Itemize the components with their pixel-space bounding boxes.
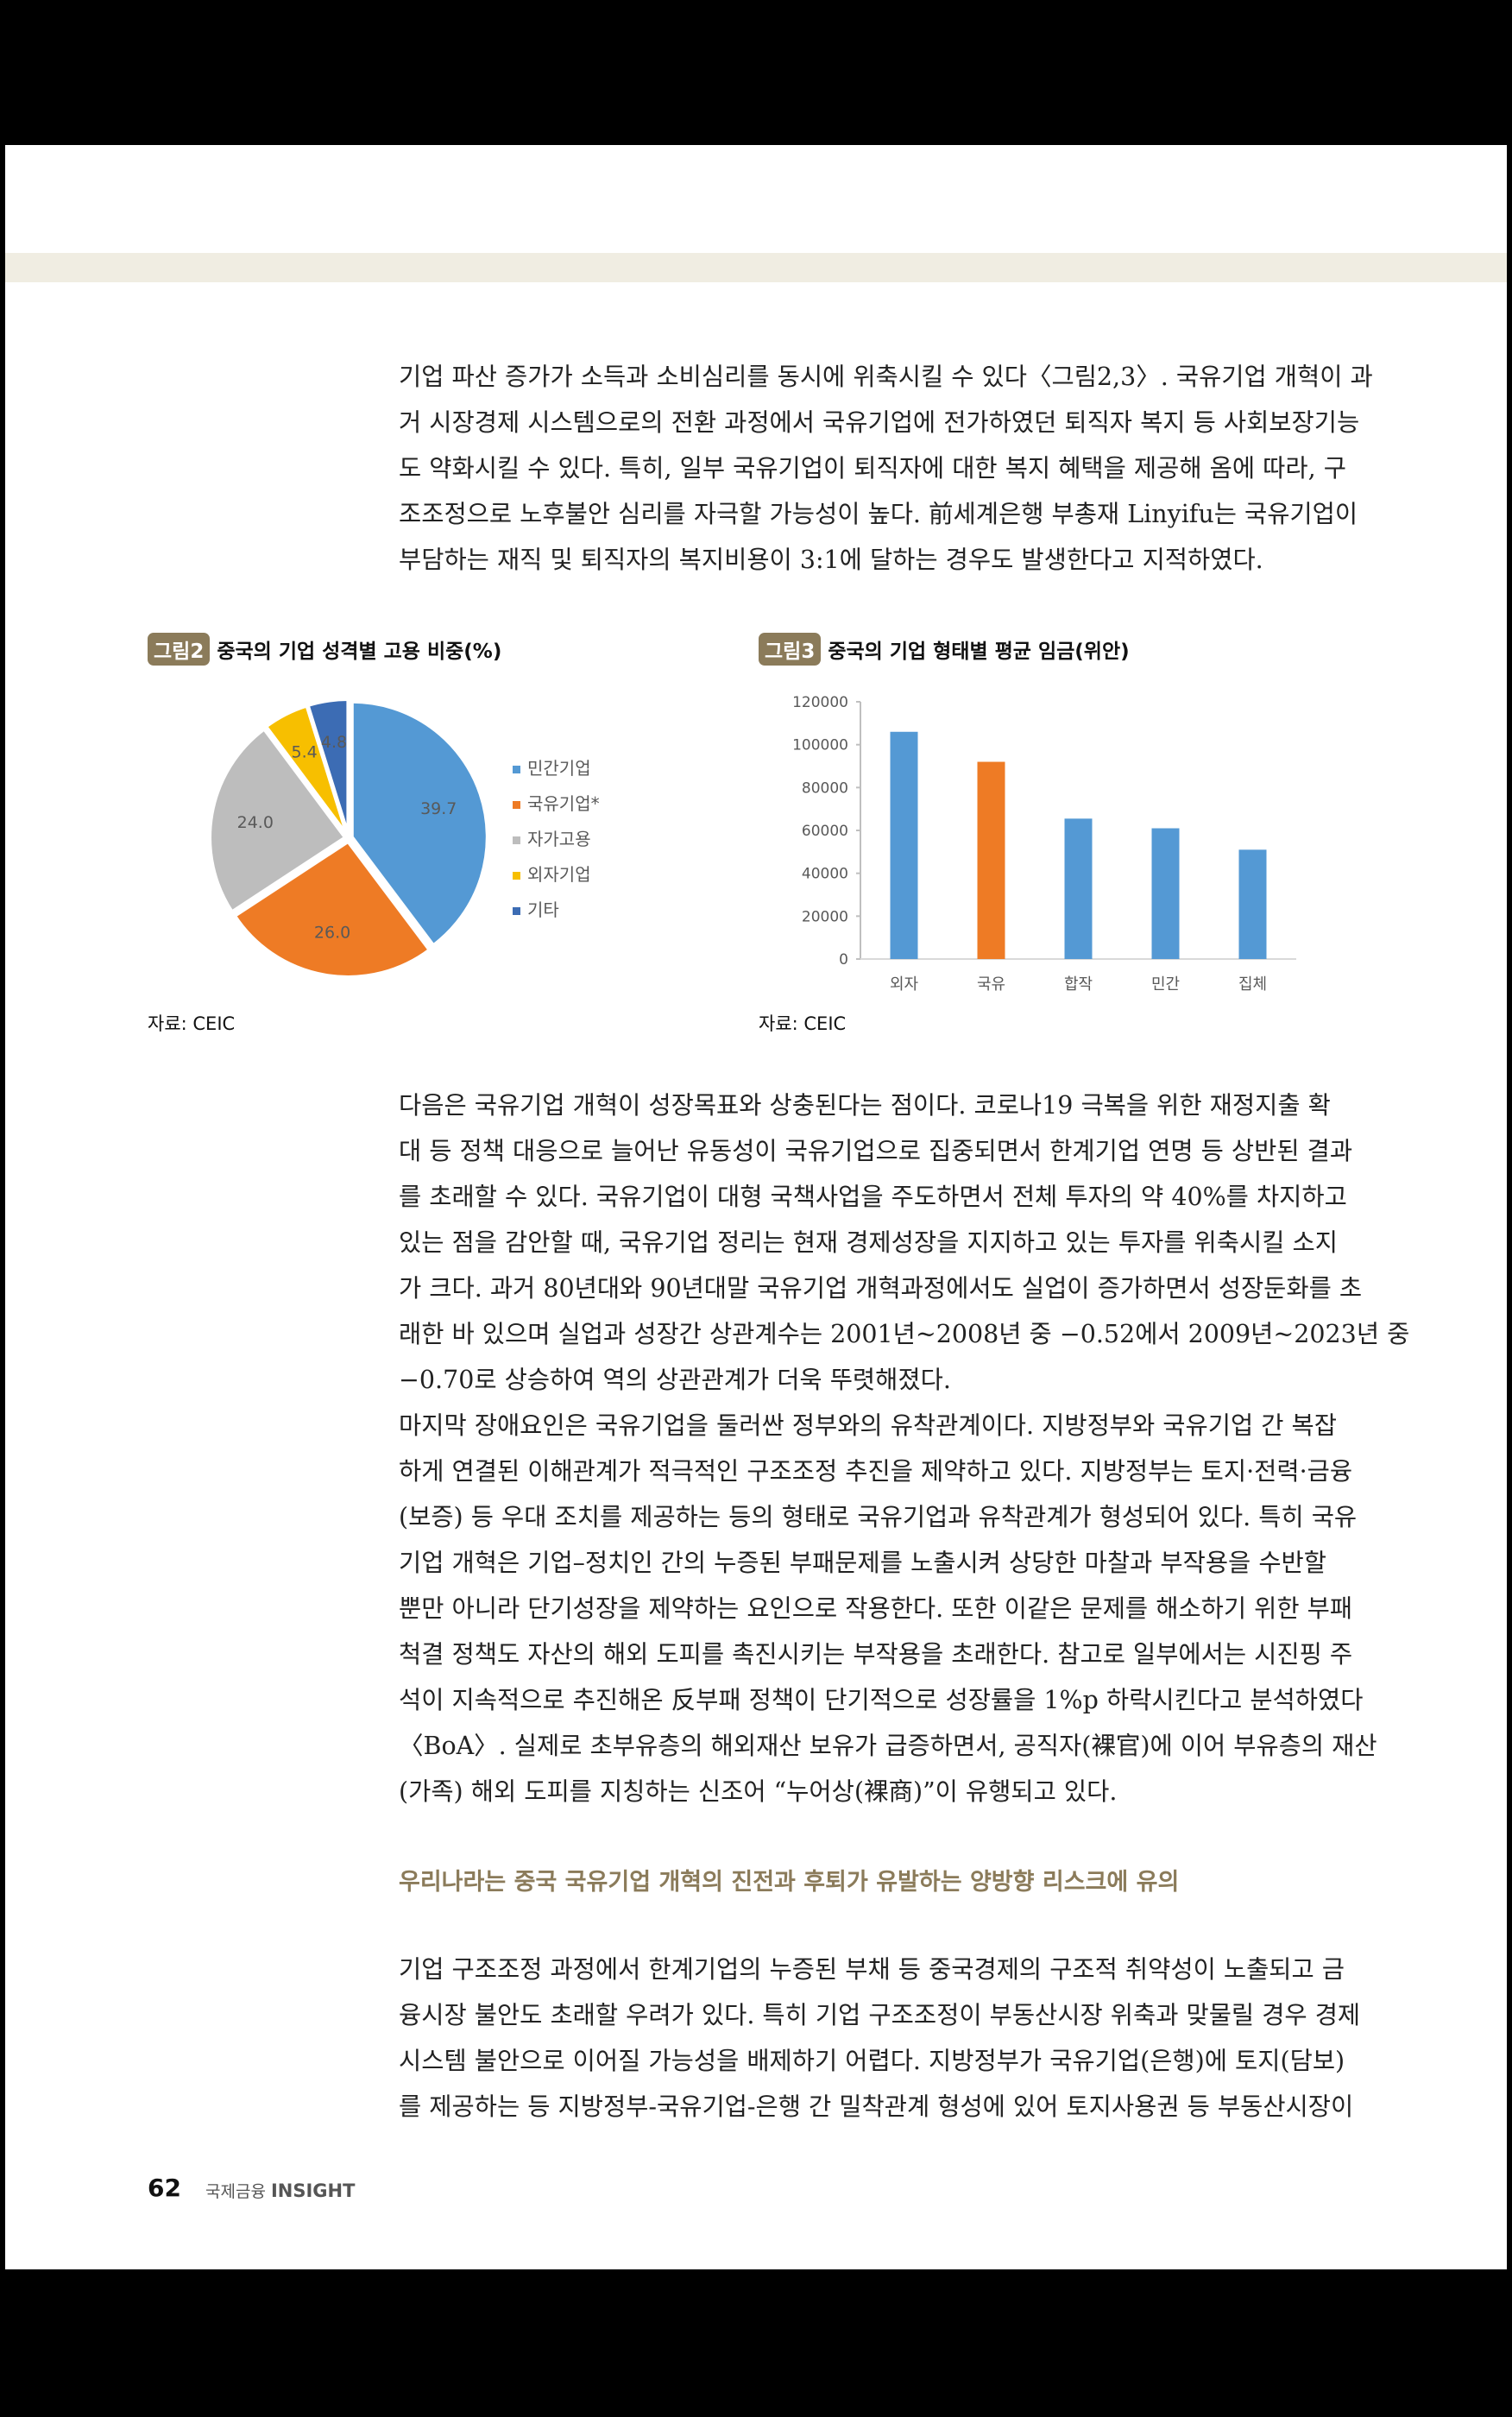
pie-data-label: 4.8 [321, 733, 347, 752]
legend-swatch [513, 801, 520, 809]
text-line: 하게 연결된 이해관계가 적극적인 구조조정 추진을 제약하고 있다. 지방정부… [399, 1457, 1353, 1486]
publication-name: 국제금융 INSIGHT [205, 2179, 355, 2202]
x-tick-label: 민간 [1151, 975, 1180, 994]
text-line: 석이 지속적으로 추진해온 反부패 정책이 단기적으로 성장률을 1%p 하락시… [399, 1686, 1364, 1714]
text-line: 대 등 정책 대응으로 늘어난 유동성이 국유기업으로 집중되면서 한계기업 연… [399, 1137, 1353, 1165]
figure-3-title-text: 중국의 기업 형태별 평균 임금(위안) [828, 641, 1130, 663]
text-line: 를 제공하는 등 지방정부-국유기업-은행 간 밀착관계 형성에 있어 토지사용… [399, 2092, 1354, 2121]
text-line: 부담하는 재직 및 퇴직자의 복지비용이 3:1에 달하는 경우도 발생한다고 … [399, 546, 1263, 574]
x-tick-label: 합작 [1064, 975, 1093, 994]
y-tick-label: 20000 [802, 908, 848, 925]
text-line: 다음은 국유기업 개혁이 성장목표와 상충된다는 점이다. 코로나19 극복을 … [399, 1091, 1331, 1120]
paragraph-2: 다음은 국유기업 개혁이 성장목표와 상충된다는 점이다. 코로나19 극복을 … [399, 1082, 1410, 1403]
paragraph-3: 마지막 장애요인은 국유기업을 둘러싼 정부와의 유착관계이다. 지방정부와 국… [399, 1403, 1377, 1814]
bar [1151, 828, 1180, 959]
figure-3-source: 자료: CEIC [759, 1013, 847, 1034]
bar-chart: 0 20000 40000 60000 80000 100000 120000 외자 국유 합작 민… [792, 694, 1296, 994]
figure-3-tag: 그림3 [759, 633, 822, 666]
pie-slice [306, 697, 350, 836]
text-line: 래한 바 있으며 실업과 성장간 상관계수는 2001년~2008년 중 −0.… [399, 1320, 1410, 1348]
figure-2-title-text: 중국의 기업 성격별 고용 비중(%) [217, 641, 502, 663]
text-line: 기업 개혁은 기업–정치인 간의 누증된 부패문제를 노출시켜 상당한 마찰과 … [399, 1549, 1326, 1577]
pie-slice [350, 699, 489, 949]
figure-2-tag: 그림2 [148, 633, 211, 666]
legend-label: 민간기업 [527, 758, 591, 779]
text-line: 거 시장경제 시스템으로의 전환 과정에서 국유기업에 전가하였던 퇴직자 복지… [399, 408, 1360, 437]
pie-data-label: 39.7 [420, 799, 457, 818]
legend-label: 기타 [527, 899, 559, 920]
x-tick-label: 국유 [977, 975, 1005, 994]
text-line: 척결 정책도 자산의 해외 도피를 촉진시키는 부작용을 초래한다. 참고로 일… [399, 1640, 1353, 1669]
legend-swatch [513, 836, 520, 844]
legend-label: 국유기업* [527, 793, 600, 814]
x-tick-label: 집체 [1238, 975, 1267, 994]
text-line: 조조정으로 노후불안 심리를 자극할 가능성이 높다. 前세계은행 부총재 Li… [399, 500, 1358, 528]
text-line: 융시장 불안도 초래할 우려가 있다. 특히 기업 구조조정이 부동산시장 위축… [399, 2001, 1361, 2029]
pie-slice [208, 726, 348, 915]
publication-kr: 국제금융 [205, 2182, 266, 2201]
figure-3-title: 그림3 중국의 기업 형태별 평균 임금(위안) [759, 633, 1130, 666]
header-band [5, 253, 1507, 282]
text-line: 〈BoA〉. 실제로 초부유층의 해외재산 보유가 급증하면서, 공직자(裸官)… [399, 1732, 1377, 1760]
y-tick-label: 60000 [802, 823, 848, 840]
pie-data-label: 24.0 [237, 813, 274, 832]
legend-swatch [513, 872, 520, 880]
y-tick-label: 40000 [802, 866, 848, 883]
text-line: 시스템 불안으로 이어질 가능성을 배제하기 어렵다. 지방정부가 국유기업(은… [399, 2047, 1345, 2075]
text-line: 있는 점을 감안할 때, 국유기업 정리는 현재 경제성장을 지지하고 있는 투… [399, 1228, 1338, 1257]
y-tick-label: 120000 [792, 694, 848, 711]
paragraph-1: 기업 파산 증가가 소득과 소비심리를 동시에 위축시킬 수 있다〈그림2,3〉… [399, 354, 1373, 583]
text-line: 를 초래할 수 있다. 국유기업이 대형 국책사업을 주도하면서 전체 투자의 … [399, 1183, 1347, 1211]
bar [1064, 818, 1093, 959]
legend-swatch [513, 907, 520, 915]
bar [890, 731, 918, 959]
y-tick-label: 100000 [792, 737, 848, 754]
x-tick-label: 외자 [890, 975, 919, 994]
pie-data-label: 26.0 [314, 923, 350, 942]
text-line: 도 약화시킬 수 있다. 특히, 일부 국유기업이 퇴직자에 대한 복지 혜택을… [399, 454, 1346, 483]
legend-swatch [513, 766, 520, 773]
y-tick-label: 0 [839, 951, 848, 969]
text-line: 가 크다. 과거 80년대와 90년대말 국유기업 개혁과정에서도 실업이 증가… [399, 1274, 1363, 1303]
text-line: −0.70로 상승하여 역의 상관관계가 더욱 뚜렷해졌다. [399, 1366, 951, 1394]
pie-slice [232, 839, 432, 979]
pie-data-label: 5.4 [292, 742, 318, 761]
text-line: 기업 파산 증가가 소득과 소비심리를 동시에 위축시킬 수 있다〈그림2,3〉… [399, 363, 1373, 391]
figure-2-title: 그림2 중국의 기업 성격별 고용 비중(%) [148, 633, 502, 666]
section-heading: 우리나라는 중국 국유기업 개혁의 진전과 후퇴가 유발하는 양방향 리스크에 … [399, 1869, 1180, 1896]
text-line: (보증) 등 우대 조치를 제공하는 등의 형태로 국유기업과 유착관계가 형성… [399, 1503, 1358, 1531]
paragraph-4: 기업 구조조정 과정에서 한계기업의 누증된 부채 등 중국경제의 구조적 취약… [399, 1947, 1361, 2130]
text-line: 뿐만 아니라 단기성장을 제약하는 요인으로 작용한다. 또한 이같은 문제를 … [399, 1594, 1353, 1623]
publication-en: INSIGHT [270, 2180, 356, 2201]
page-number: 62 [148, 2174, 181, 2202]
figure-2-source: 자료: CEIC [148, 1013, 236, 1034]
text-line: 기업 구조조정 과정에서 한계기업의 누증된 부채 등 중국경제의 구조적 취약… [399, 1955, 1345, 1984]
bar [1238, 849, 1267, 959]
legend-label: 외자기업 [527, 864, 591, 885]
bar [977, 761, 1005, 959]
text-line: 마지막 장애요인은 국유기업을 둘러싼 정부와의 유착관계이다. 지방정부와 국… [399, 1411, 1337, 1440]
page [5, 145, 1507, 2269]
y-tick-label: 80000 [802, 779, 848, 797]
text-line: (가족) 해외 도피를 지칭하는 신조어 “누어상(裸商)”이 유행되고 있다. [399, 1777, 1118, 1806]
legend-label: 자가고용 [527, 829, 591, 849]
